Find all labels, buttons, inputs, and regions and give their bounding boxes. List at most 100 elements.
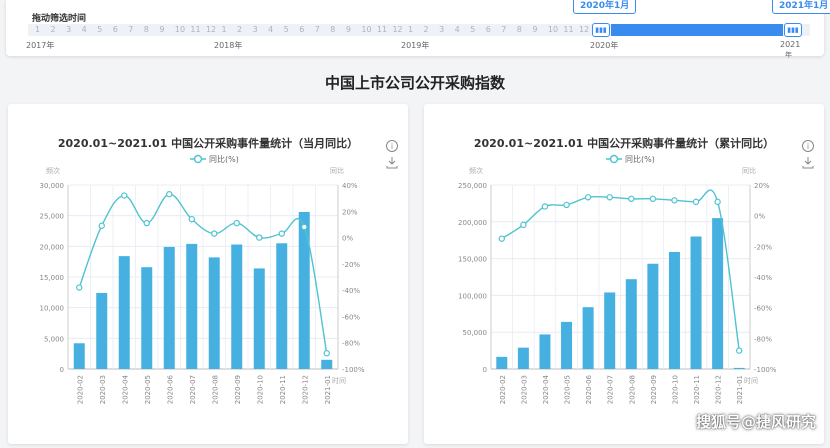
- line-point: [649, 195, 657, 203]
- x-tick-label: 2020-10: [671, 375, 679, 404]
- line-point: [520, 221, 527, 229]
- x-tick-label: 2020-03: [99, 375, 107, 404]
- bar: [690, 236, 702, 369]
- bar: [517, 347, 529, 369]
- legend-marker: [609, 154, 619, 164]
- slider-month-tick: 11: [376, 25, 388, 34]
- x-tick-label: 2020-02: [499, 375, 507, 404]
- x-axis-title: 时间: [744, 376, 758, 385]
- y-tick-label-left: 50,000: [463, 329, 488, 337]
- y-tick-label-right: -100%: [754, 366, 777, 374]
- bar: [276, 243, 288, 369]
- info-icon-glyph: i: [391, 142, 393, 151]
- slider-month-tick: 6: [299, 25, 305, 34]
- slider-month-tick: 3: [439, 25, 445, 34]
- slider-month-tick: 11: [563, 25, 574, 34]
- slider-month-tick: 10: [547, 25, 559, 34]
- info-icon-ring: [802, 140, 814, 152]
- range-start-label: 2020年1月: [573, 0, 637, 14]
- y-axis-left-title: 频次: [46, 166, 60, 175]
- chart-title: 2020.01~2021.01 中国公开采购事件量统计（累计同比）: [474, 136, 774, 150]
- bar: [208, 257, 220, 369]
- bar: [604, 292, 616, 369]
- y-tick-label-left: 250,000: [458, 182, 487, 190]
- y-tick-label-left: 5,000: [44, 335, 64, 343]
- bar: [496, 356, 508, 369]
- line-point: [188, 215, 195, 223]
- slider-month-tick: 11: [190, 25, 201, 34]
- x-axis-title: 时间: [332, 376, 346, 385]
- bar: [298, 211, 310, 369]
- y-tick-label-right: 20%: [342, 208, 358, 216]
- x-tick-label: 2021-01: [736, 375, 744, 404]
- y-axis-left-title: 频次: [469, 166, 483, 175]
- slider-year-tick: 2017年: [26, 41, 55, 50]
- x-tick-label: 2020-04: [542, 374, 550, 404]
- x-tick-label: 2020-07: [189, 375, 197, 404]
- slider-year-tick: 2020年: [590, 41, 619, 50]
- line-point: [98, 222, 105, 229]
- line-point: [692, 198, 700, 206]
- chart-cumulative-yoy: 2020.01~2021.01 中国公开采购事件量统计（累计同比） 同比(%) i 频…: [458, 136, 814, 404]
- line-point: [256, 234, 263, 241]
- y-tick-label-right: 0%: [342, 235, 353, 243]
- range-start-handle[interactable]: ▮▮▮: [592, 23, 610, 37]
- y-tick-label-right: -80%: [342, 340, 360, 348]
- chart-card-monthly: 2020.01~2021.01 中国公开采购事件量统计（当月同比） 同比(%) i 频…: [8, 104, 408, 444]
- x-tick-label: 2020-09: [234, 375, 242, 404]
- range-end-handle[interactable]: ▮▮▮: [784, 23, 802, 37]
- line-point: [606, 194, 613, 201]
- slider-month-tick: 8: [143, 25, 149, 34]
- x-tick-label: 2020-08: [211, 375, 219, 404]
- x-tick-label: 2020-12: [715, 375, 723, 404]
- download-icon-shape: [802, 157, 814, 169]
- x-tick-label: 2021-01: [324, 375, 332, 404]
- slider-month-tick: 2: [237, 25, 243, 34]
- y-tick-label-left: 25,000: [40, 213, 65, 221]
- y-tick-label-right: -40%: [342, 287, 360, 295]
- x-tick-label: 2020-05: [144, 375, 152, 404]
- x-tick-label: 2020-06: [585, 374, 593, 404]
- y-tick-label-right: -80%: [754, 335, 772, 343]
- y-tick-label-right: -100%: [342, 366, 365, 374]
- chart-title: 2020.01~2021.01 中国公开采购事件量统计（当月同比）: [58, 136, 358, 150]
- y-tick-label-left: 0: [483, 366, 487, 374]
- line-point: [166, 190, 173, 198]
- slider-month-tick: 9: [532, 25, 538, 34]
- bar: [253, 268, 265, 369]
- bar: [231, 244, 243, 369]
- line-point: [278, 230, 285, 237]
- y-tick-label-left: 150,000: [458, 256, 487, 264]
- y-axis-right-title: 同比: [330, 166, 344, 175]
- bar: [712, 218, 724, 369]
- slider-month-tick: 5: [97, 25, 103, 34]
- line-point: [584, 194, 592, 201]
- y-tick-label-left: 10,000: [40, 305, 65, 313]
- x-tick-label: 2020-11: [693, 375, 701, 404]
- watermark: 搜狐号@捷风研究: [695, 413, 816, 431]
- page-title: 中国上市公司公开采购指数: [324, 74, 505, 92]
- range-end-label: 2021年1月: [772, 0, 830, 14]
- line-point: [323, 350, 330, 357]
- slider-year-tick: 2018年: [214, 41, 243, 50]
- slider-month-tick: 7: [128, 25, 134, 34]
- x-tick-label: 2020-11: [279, 375, 287, 404]
- y-tick-label-right: -20%: [342, 261, 360, 269]
- line-point: [736, 347, 743, 354]
- slider-month-tick: 1: [35, 25, 41, 34]
- y-tick-label-left: 200,000: [458, 219, 487, 227]
- bar: [163, 246, 175, 369]
- time-slider-selected-range[interactable]: [611, 24, 783, 36]
- download-icon: [386, 157, 398, 169]
- y-tick-label-left: 15,000: [40, 274, 65, 282]
- bar: [141, 267, 153, 369]
- info-icon: i: [802, 140, 814, 152]
- slider-month-tick: 5: [470, 25, 476, 34]
- x-tick-label: 2020-03: [520, 375, 528, 404]
- bar: [582, 307, 594, 369]
- slider-year-tick: 2021: [780, 40, 801, 49]
- bar: [733, 367, 745, 369]
- y-tick-label-left: 20,000: [40, 243, 65, 251]
- y-tick-label-right: 20%: [754, 182, 770, 190]
- line-point: [541, 203, 549, 210]
